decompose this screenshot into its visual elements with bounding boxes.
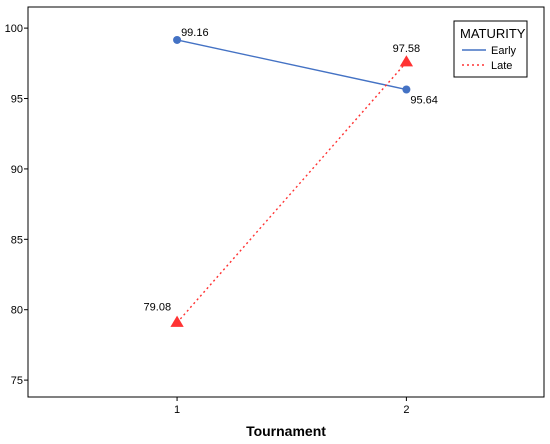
legend-label-late: Late bbox=[491, 60, 512, 72]
x-tick-label-2: 2 bbox=[403, 404, 409, 416]
legend-title: MATURITY bbox=[460, 26, 526, 41]
legend: MATURITY Early Late bbox=[453, 20, 528, 78]
point-late-1 bbox=[170, 315, 184, 327]
y-tick-label-75: 75 bbox=[11, 375, 23, 387]
point-early-2 bbox=[402, 85, 411, 94]
data-label-early-1: 99.16 bbox=[181, 27, 209, 39]
x-tick-label-1: 1 bbox=[174, 404, 180, 416]
y-tick-label-95: 95 bbox=[11, 94, 23, 106]
y-tick-label-90: 90 bbox=[11, 164, 23, 176]
series-line-early bbox=[176, 39, 407, 91]
y-tick-label-100: 100 bbox=[5, 23, 23, 35]
legend-label-early: Early bbox=[491, 45, 517, 57]
series-layer bbox=[170, 35, 414, 327]
y-axis: 75 80 85 90 95 100 bbox=[5, 23, 28, 387]
y-tick-label-85: 85 bbox=[11, 234, 23, 246]
data-label-early-2: 95.64 bbox=[410, 95, 438, 107]
data-label-late-1: 79.08 bbox=[144, 302, 172, 314]
point-late-2 bbox=[399, 55, 414, 67]
legend-box bbox=[453, 20, 528, 78]
data-label-layer: 99.16 95.64 79.08 97.58 bbox=[144, 27, 438, 314]
y-tick-label-80: 80 bbox=[11, 305, 23, 317]
point-early-1 bbox=[173, 35, 182, 44]
data-label-late-2: 97.58 bbox=[393, 43, 421, 55]
x-axis-title: Tournament bbox=[246, 423, 326, 439]
